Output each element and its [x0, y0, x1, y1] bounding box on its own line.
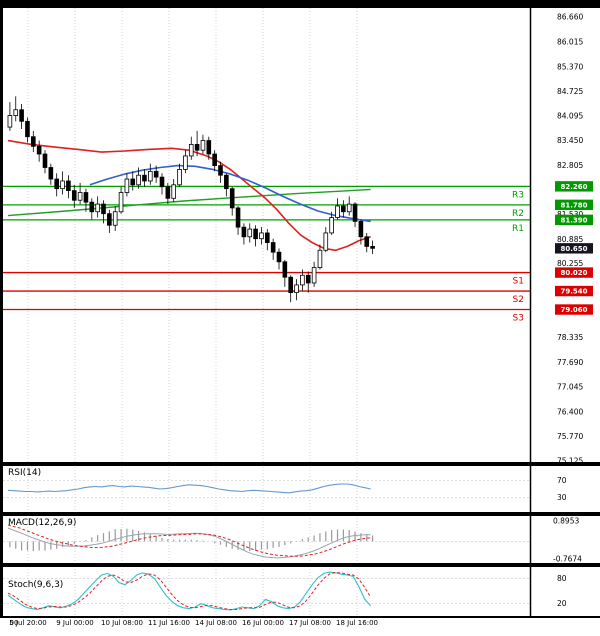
support-label: S1 — [513, 277, 524, 287]
time-label: 10 Jul 08:00 — [101, 619, 143, 627]
price-tick: 82.805 — [557, 161, 583, 170]
price-tick: 84.725 — [557, 87, 583, 96]
rsi-panel-layer: 70 30 — [3, 476, 567, 502]
svg-text:81.780: 81.780 — [560, 201, 587, 209]
rsi-panel-label: RSI(14) — [8, 468, 42, 478]
time-axis: 00 5 Jul 20:00 9 Jul 00:00 10 Jul 08:00 11 J… — [0, 619, 600, 633]
price-tick: 75.770 — [557, 432, 583, 441]
stoch-tick: 20 — [557, 599, 567, 608]
time-label: 11 Jul 16:00 — [148, 619, 190, 627]
time-label: 18 Jul 16:00 — [336, 619, 378, 627]
stoch-panel-layer: 80 20 — [3, 571, 567, 611]
support-label: S3 — [513, 314, 524, 324]
price-badge — [555, 304, 593, 315]
price-badge — [555, 199, 593, 211]
pivot-levels-layer: R3 R2 R1 S1 S2 S3 — [3, 185, 530, 324]
panel-separator-macd — [0, 512, 600, 516]
svg-text:81.390: 81.390 — [560, 216, 587, 224]
left-border — [0, 0, 3, 618]
grid-layer — [27, 8, 358, 616]
macd-panel-label: MACD(12,26,9) — [8, 518, 77, 528]
candles-layer — [7, 96, 375, 303]
resistance-label: R3 — [512, 190, 524, 200]
price-tick: 86.015 — [557, 37, 583, 46]
price-badge — [555, 214, 593, 226]
time-label: 17 Jul 08:00 — [289, 619, 331, 627]
resistance-label: R2 — [512, 209, 524, 219]
macd-tick: 0.8953 — [553, 517, 579, 526]
price-tick: 78.335 — [557, 333, 583, 342]
macd-panel-layer: 0.8953 -0.7674 — [3, 517, 582, 564]
time-axis-border — [0, 616, 600, 618]
resistance-label: R1 — [512, 224, 524, 234]
top-border — [0, 0, 600, 8]
svg-text:80.650: 80.650 — [560, 245, 587, 253]
price-tick: 80.255 — [557, 259, 583, 268]
price-tick: 86.660 — [557, 13, 583, 22]
panel-separator-stoch — [0, 563, 600, 567]
moving-averages-layer — [7, 139, 371, 252]
rsi-tick: 30 — [557, 493, 567, 502]
price-tick: 81.530 — [557, 210, 583, 219]
price-tick: 77.045 — [557, 383, 583, 392]
price-tick: 85.370 — [557, 62, 583, 71]
svg-text:79.540: 79.540 — [560, 288, 587, 296]
price-badge — [555, 285, 593, 297]
time-label: 14 Jul 08:00 — [195, 619, 237, 627]
price-badge — [555, 181, 593, 192]
time-label: 5 Jul 20:00 — [9, 619, 47, 627]
time-label: 16 Jul 00:00 — [242, 619, 284, 627]
price-badge — [555, 267, 593, 278]
panel-separator-rsi — [0, 462, 600, 466]
price-tick: 83.450 — [557, 136, 583, 145]
macd-tick: -0.7674 — [553, 555, 582, 564]
price-tick: 76.400 — [557, 408, 583, 417]
time-label: 9 Jul 00:00 — [56, 619, 94, 627]
svg-text:80.020: 80.020 — [560, 269, 587, 277]
stoch-panel-label: Stoch(9,6,3) — [8, 580, 64, 590]
price-tick: 77.690 — [557, 358, 583, 367]
rsi-tick: 70 — [557, 476, 567, 485]
svg-text:79.060: 79.060 — [560, 306, 587, 314]
price-axis-layer: 86.660 86.015 85.370 84.725 84.095 83.450 82.8… — [555, 13, 593, 466]
svg-text:82.260: 82.260 — [560, 183, 587, 191]
price-badge — [555, 243, 593, 254]
time-label: 00 — [9, 619, 19, 627]
price-tick: 80.885 — [557, 235, 583, 244]
stoch-tick: 80 — [557, 574, 567, 583]
price-tick: 75.125 — [557, 457, 583, 466]
support-label: S2 — [513, 295, 524, 305]
price-tick: 84.095 — [557, 111, 583, 120]
